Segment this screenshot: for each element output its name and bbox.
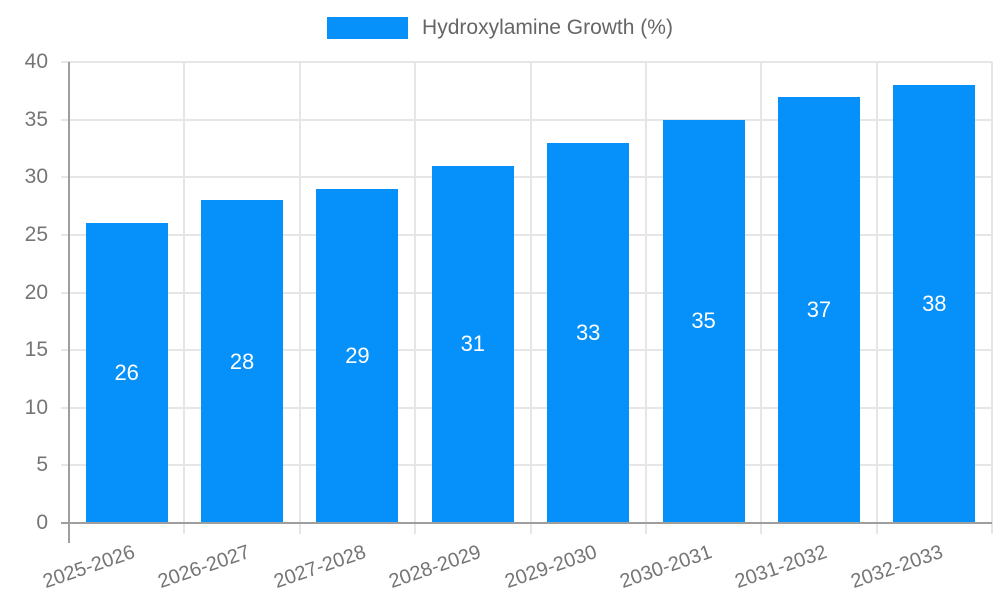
- x-tick-label: 2032-2033: [847, 541, 946, 593]
- x-tick-label: 2027-2028: [270, 541, 369, 593]
- bar-value-label: 35: [691, 308, 716, 334]
- h-gridline: [61, 233, 992, 236]
- v-gridline: [183, 62, 186, 534]
- y-tick-label: 30: [24, 165, 48, 189]
- v-gridline: [529, 62, 532, 534]
- h-gridline: [61, 406, 992, 409]
- x-tick-label: 2030-2031: [617, 541, 715, 593]
- y-tick-label: 0: [36, 511, 48, 534]
- y-tick-label: 20: [24, 280, 48, 304]
- bar-value-label: 28: [229, 348, 255, 374]
- v-gridline: [298, 62, 301, 534]
- bar-2027-2028[interactable]: 29: [316, 188, 399, 523]
- y-tick-label: 25: [24, 222, 48, 246]
- bar-value-label: 33: [575, 319, 601, 345]
- legend-swatch-icon: [327, 17, 409, 39]
- bar-2028-2029[interactable]: 31: [431, 165, 514, 523]
- y-tick-label: 5: [36, 453, 48, 477]
- h-gridline: [61, 61, 992, 63]
- bar-2025-2026[interactable]: 26: [85, 223, 168, 523]
- x-tick-label: 2028-2029: [386, 541, 484, 593]
- bar-2026-2027[interactable]: 28: [201, 200, 284, 523]
- x-tick-label: 2026-2027: [155, 541, 254, 593]
- y-tick-label: 40: [24, 50, 48, 73]
- v-gridline: [760, 62, 763, 534]
- bar-2032-2033[interactable]: 38: [893, 85, 976, 523]
- y-tick-label: 10: [24, 395, 48, 419]
- bar-value-label: 31: [460, 331, 486, 357]
- v-gridline: [644, 62, 647, 534]
- x-tick-label: 2025-2026: [40, 541, 138, 593]
- x-tick-label: 2029-2030: [501, 541, 600, 593]
- v-gridline: [991, 62, 993, 534]
- h-gridline: [61, 118, 992, 121]
- bar-value-label: 29: [345, 342, 370, 368]
- legend-label: Hydroxylamine Growth (%): [422, 16, 673, 39]
- y-tick-label: 15: [24, 338, 48, 362]
- h-gridline: [61, 176, 992, 179]
- legend-item-hydroxylamine-growth[interactable]: Hydroxylamine Growth (%): [327, 16, 673, 40]
- bar-2031-2032[interactable]: 37: [777, 96, 860, 523]
- h-gridline: [61, 464, 992, 467]
- y-tick-label: 35: [24, 107, 48, 131]
- v-gridline: [414, 62, 417, 534]
- bar-2029-2030[interactable]: 33: [547, 142, 630, 523]
- bar-value-label: 37: [806, 296, 832, 322]
- x-axis-line: [61, 522, 992, 524]
- h-gridline: [61, 349, 992, 352]
- bar-2030-2031[interactable]: 35: [662, 119, 745, 523]
- h-gridline: [61, 291, 992, 294]
- bar-value-label: 26: [114, 360, 139, 386]
- legend: Hydroxylamine Growth (%): [0, 16, 1000, 40]
- bar-value-label: 38: [922, 291, 947, 317]
- y-axis-line: [68, 62, 70, 543]
- v-gridline: [875, 62, 878, 534]
- x-tick-label: 2031-2032: [732, 541, 831, 593]
